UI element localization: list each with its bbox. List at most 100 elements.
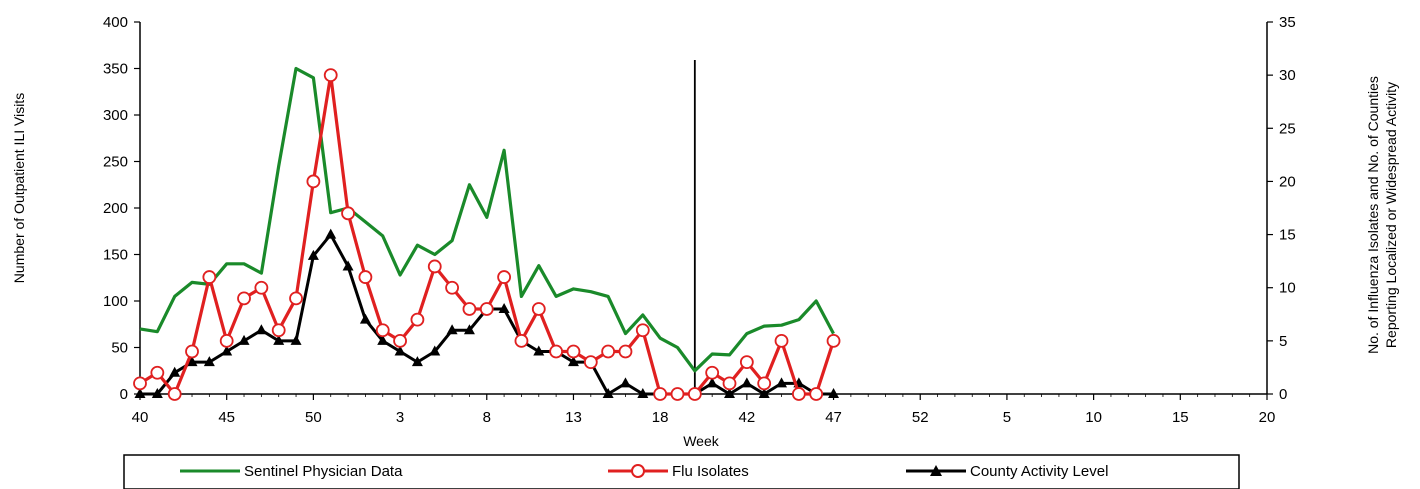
legend-marker-flu xyxy=(631,464,645,478)
flu-point xyxy=(462,302,477,316)
county-point xyxy=(567,356,579,367)
y-left-tick-label: 150 xyxy=(103,247,128,264)
x-tick-label: 45 xyxy=(218,409,235,426)
flu-point xyxy=(185,344,199,359)
county-point xyxy=(758,388,770,398)
flu-point xyxy=(757,376,772,391)
county-point xyxy=(706,377,718,388)
county-point xyxy=(325,228,337,239)
county-point xyxy=(203,356,215,367)
county-point xyxy=(238,334,250,345)
flu-point xyxy=(722,376,737,391)
county-point xyxy=(446,324,458,335)
flu-point xyxy=(323,68,338,83)
flu-point xyxy=(445,280,459,295)
county-point xyxy=(498,302,510,313)
county-point xyxy=(411,356,423,367)
y-left-tick-label: 300 xyxy=(103,107,128,124)
x-tick-label: 42 xyxy=(739,409,756,426)
flu-point xyxy=(601,344,616,359)
flu-point xyxy=(427,259,442,274)
y-right-tick-label: 10 xyxy=(1279,280,1296,297)
series-line-flu xyxy=(139,73,836,396)
flu-point xyxy=(705,365,720,380)
county-point xyxy=(533,345,545,356)
y-left-tick-label: 50 xyxy=(111,340,128,357)
y-left-tick-label: 0 xyxy=(120,386,128,403)
county-point xyxy=(255,324,267,335)
y-left-tick-label: 350 xyxy=(103,61,128,78)
y-left-tick-label: 200 xyxy=(103,200,128,217)
flu-point xyxy=(393,333,407,348)
flu-point xyxy=(531,302,546,316)
county-point xyxy=(134,388,146,398)
flu-point xyxy=(254,280,269,295)
x-tick-label: 50 xyxy=(305,409,322,426)
legend-label-flu: Flu Isolates xyxy=(672,463,749,480)
flu-point xyxy=(410,312,425,327)
flu-point xyxy=(566,344,581,359)
county-point xyxy=(359,313,371,324)
x-tick-label: 10 xyxy=(1085,409,1102,426)
y-axis-label-right-line1: No. of Influenza Isolates and No. of Cou… xyxy=(1365,76,1381,354)
flu-point xyxy=(826,333,841,348)
flu-point xyxy=(306,174,321,189)
flu-point xyxy=(514,333,529,348)
y-right-tick-label: 35 xyxy=(1279,14,1296,31)
plot-area xyxy=(133,60,841,401)
flu-point xyxy=(479,302,494,316)
y-axis-label-right-line2: Reporting Localized or Widespread Activi… xyxy=(1383,82,1399,348)
series-line-sentinel xyxy=(139,66,835,373)
flu-point xyxy=(150,365,165,380)
x-axis-label: Week xyxy=(683,433,720,449)
y-right-tick-label: 30 xyxy=(1279,67,1296,84)
county-point xyxy=(186,356,198,367)
county-point xyxy=(221,345,233,356)
legend-box xyxy=(123,454,1240,489)
flu-point xyxy=(809,387,824,401)
x-tick-label: 40 xyxy=(132,409,149,426)
y-axis-label-left: Number of Outpatient ILI Visits xyxy=(11,93,27,283)
x-tick-label: 47 xyxy=(825,409,842,426)
county-point xyxy=(151,388,163,398)
x-tick-label: 3 xyxy=(396,409,404,426)
flu-point xyxy=(791,387,806,401)
county-point xyxy=(828,388,840,398)
y-left-tick-label: 250 xyxy=(103,154,128,171)
county-point xyxy=(273,334,285,345)
county-point xyxy=(394,345,406,356)
county-point xyxy=(429,345,441,356)
flu-point xyxy=(670,387,685,401)
flu-point xyxy=(583,355,598,370)
x-tick-label: 20 xyxy=(1259,409,1276,426)
x-tick-label: 13 xyxy=(565,409,582,426)
flu-point xyxy=(271,323,286,338)
county-point xyxy=(619,377,631,388)
county-point xyxy=(169,366,181,377)
flu-point xyxy=(739,355,754,370)
flu-point xyxy=(687,387,702,401)
y-right-tick-label: 20 xyxy=(1279,173,1296,190)
legend-label-county: County Activity Level xyxy=(970,463,1108,480)
county-point xyxy=(342,260,354,271)
flu-point xyxy=(549,344,564,359)
flu-point xyxy=(635,323,650,338)
flu-point xyxy=(237,291,251,306)
y-left-tick-label: 100 xyxy=(103,293,128,310)
county-point xyxy=(602,388,614,398)
x-tick-label: 18 xyxy=(652,409,669,426)
x-tick-label: 15 xyxy=(1172,409,1189,426)
y-right-tick-label: 25 xyxy=(1279,120,1296,137)
flu-point xyxy=(202,270,217,284)
legend: Sentinel Physician Data Flu Isolates Cou… xyxy=(123,454,1240,489)
county-point xyxy=(290,334,302,345)
x-tick-label: 5 xyxy=(1003,409,1011,426)
legend-label-sentinel: Sentinel Physician Data xyxy=(244,463,403,480)
flu-point xyxy=(774,333,789,348)
flu-point xyxy=(289,291,303,306)
x-tick-label: 8 xyxy=(483,409,491,426)
y-right-tick-label: 15 xyxy=(1279,227,1296,244)
legend-item-flu: Flu Isolates xyxy=(608,463,749,480)
county-point xyxy=(776,377,788,388)
